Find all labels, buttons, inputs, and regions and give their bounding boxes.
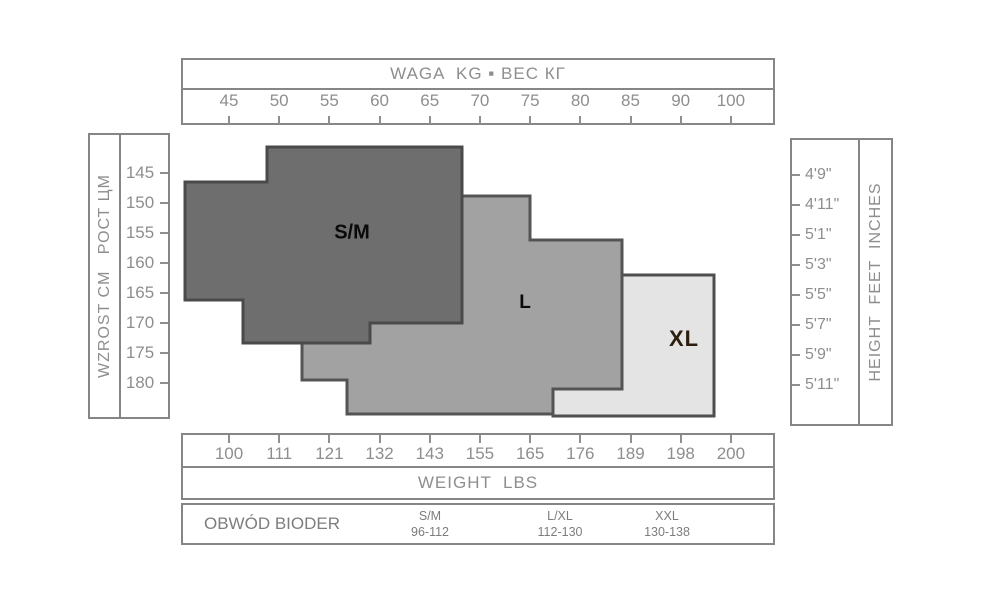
kg-tick-70: 70: [455, 91, 505, 124]
hip-row-label: OBWÓD BIODER: [203, 514, 341, 533]
hip-size-lxl-name: L/XL: [547, 508, 573, 523]
region-sm-label: S/M: [334, 221, 370, 244]
height-cm-scale: 145 150 155 160 165 170 175 180: [119, 133, 170, 419]
weight-kg-scale: WAGA KG ▪ ВЕС КГ 45 50 55 60 65 70 75 80…: [181, 58, 775, 125]
ft-tick-4-9: 4'9": [792, 160, 858, 190]
weight-lbs-tick-row: 100 111 121 132 143 155 165 176 189 198 …: [183, 435, 773, 468]
ft-tick-5-9: 5'9": [792, 340, 858, 370]
hip-size-xxl-name: XXL: [655, 508, 679, 523]
height-ft-scale: 4'9" 4'11" 5'1" 5'3" 5'5" 5'7" 5'9" 5'11…: [790, 138, 860, 426]
weight-lbs-title: WEIGHT LBS: [417, 473, 539, 492]
region-l-label: L: [519, 292, 531, 313]
lbs-tick-165: 165: [505, 435, 555, 466]
cm-tick-175: 175: [121, 338, 168, 368]
ft-tick-5-5: 5'5": [792, 280, 858, 310]
kg-tick-55: 55: [304, 91, 354, 124]
lbs-tick-111: 111: [254, 435, 304, 466]
weight-lbs-scale: 100 111 121 132 143 155 165 176 189 198 …: [181, 433, 775, 500]
kg-tick-90: 90: [656, 91, 706, 124]
region-sm-shape: [183, 145, 464, 345]
lbs-tick-143: 143: [405, 435, 455, 466]
kg-tick-50: 50: [254, 91, 304, 124]
region-xl-label: XL: [668, 326, 700, 351]
cm-tick-165: 165: [121, 278, 168, 308]
kg-tick-65: 65: [405, 91, 455, 124]
hip-size-sm-range: 96-112: [411, 525, 449, 539]
kg-tick-75: 75: [505, 91, 555, 124]
hip-size-xxl: XXL 130-138: [644, 508, 690, 541]
cm-tick-180: 180: [121, 368, 168, 398]
lbs-tick-198: 198: [656, 435, 706, 466]
lbs-tick-155: 155: [455, 435, 505, 466]
kg-tick-80: 80: [555, 91, 605, 124]
hip-size-lxl: L/XL 112-130: [538, 508, 583, 541]
hip-size-lxl-range: 112-130: [537, 525, 583, 539]
height-cm-axis-title: WZROST CM РОСТ ЦМ: [95, 174, 113, 378]
weight-kg-tick-row: 45 50 55 60 65 70 75 80 85 90 100: [183, 90, 773, 124]
kg-tick-60: 60: [355, 91, 405, 124]
cm-tick-145: 145: [121, 158, 168, 188]
lbs-tick-100: 100: [204, 435, 254, 466]
lbs-tick-176: 176: [555, 435, 605, 466]
cm-tick-150: 150: [121, 188, 168, 218]
lbs-tick-189: 189: [606, 435, 656, 466]
hip-size-sm-name: S/M: [418, 508, 442, 523]
hip-circumference-row: OBWÓD BIODER S/M 96-112 L/XL 112-130 XXL…: [181, 503, 775, 545]
height-cm-axis-title-box: WZROST CM РОСТ ЦМ: [88, 133, 121, 419]
lbs-tick-121: 121: [304, 435, 354, 466]
kg-tick-85: 85: [606, 91, 656, 124]
lbs-tick-132: 132: [355, 435, 405, 466]
height-ft-axis-title: HEIGHT FEET INCHES: [866, 182, 884, 382]
ft-tick-5-11: 5'11": [792, 370, 858, 400]
ft-tick-4-11: 4'11": [792, 190, 858, 220]
weight-kg-title: WAGA KG ▪ ВЕС КГ: [183, 60, 773, 90]
hip-size-sm: S/M 96-112: [411, 508, 449, 541]
cm-tick-155: 155: [121, 218, 168, 248]
height-ft-axis-title-box: HEIGHT FEET INCHES: [858, 138, 893, 426]
ft-tick-5-3: 5'3": [792, 250, 858, 280]
kg-tick-45: 45: [204, 91, 254, 124]
kg-tick-100: 100: [706, 91, 756, 124]
cm-tick-170: 170: [121, 308, 168, 338]
ft-tick-5-1: 5'1": [792, 220, 858, 250]
cm-tick-160: 160: [121, 248, 168, 278]
hip-size-xxl-range: 130-138: [644, 525, 690, 539]
lbs-tick-200: 200: [706, 435, 756, 466]
ft-tick-5-7: 5'7": [792, 310, 858, 340]
